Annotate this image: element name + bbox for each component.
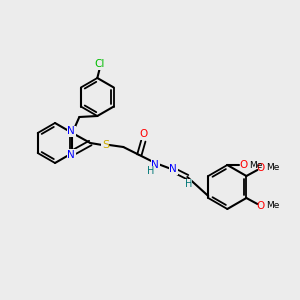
- Text: S: S: [102, 140, 109, 150]
- Text: Cl: Cl: [94, 59, 104, 69]
- Text: O: O: [256, 201, 265, 211]
- Text: H: H: [147, 166, 154, 176]
- Text: N: N: [68, 127, 75, 136]
- Text: Me: Me: [266, 164, 279, 172]
- Text: N: N: [152, 160, 159, 170]
- Text: O: O: [239, 160, 248, 170]
- Text: O: O: [256, 163, 265, 173]
- Text: N: N: [169, 164, 177, 174]
- Text: H: H: [184, 179, 192, 189]
- Text: Me: Me: [249, 160, 262, 169]
- Text: Me: Me: [266, 202, 279, 211]
- Text: N: N: [68, 149, 75, 160]
- Text: O: O: [139, 129, 147, 139]
